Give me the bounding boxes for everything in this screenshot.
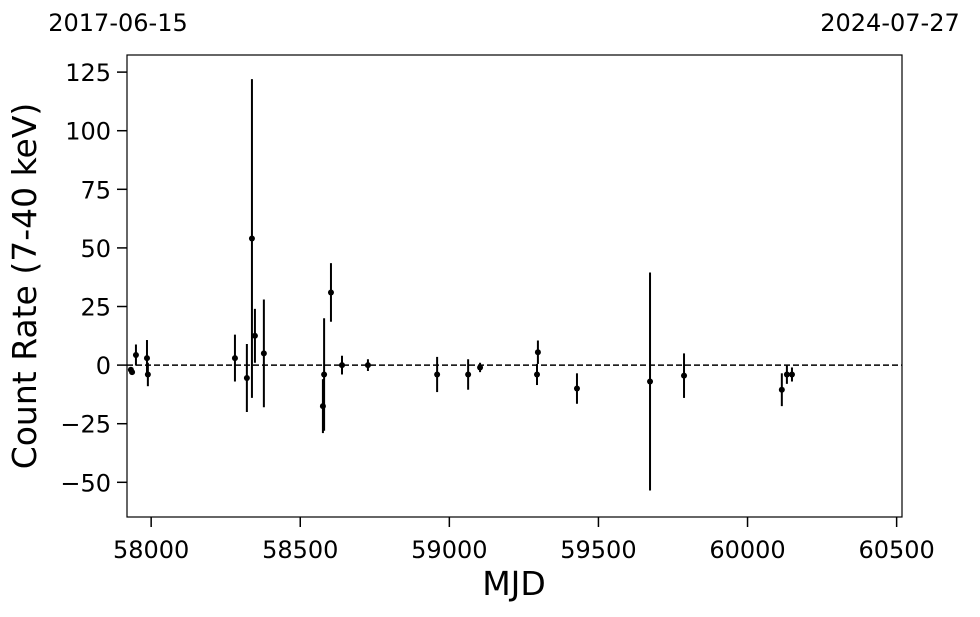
y-tick-label: 50	[80, 235, 111, 263]
data-point	[338, 362, 345, 369]
data-point	[573, 385, 580, 392]
y-tick-label: 100	[65, 118, 111, 146]
y-axis-label: Count Rate (7-40 keV)	[5, 103, 44, 470]
top-date-label: 2017-06-15	[48, 9, 187, 37]
data-point	[231, 355, 238, 362]
x-tick-label: 58000	[113, 536, 189, 564]
y-tick-label: −25	[60, 411, 111, 439]
y-tick-label: 75	[80, 176, 111, 204]
x-tick-label: 58500	[262, 536, 338, 564]
data-point	[129, 369, 136, 376]
x-tick-label: 60000	[709, 536, 785, 564]
x-axis-label: MJD	[482, 564, 546, 603]
data-point	[248, 235, 255, 242]
data-point	[681, 372, 688, 379]
y-tick-label: 0	[96, 352, 111, 380]
y-tick-label: 125	[65, 59, 111, 87]
top-date-label: 2024-07-27	[820, 9, 959, 37]
data-point	[251, 332, 258, 339]
x-tick-label: 59500	[560, 536, 636, 564]
data-point	[778, 386, 785, 393]
plot-frame	[126, 54, 903, 518]
data-point	[364, 362, 371, 369]
data-point	[477, 364, 484, 371]
x-tick-label: 60500	[858, 536, 934, 564]
x-tick-label: 59000	[411, 536, 487, 564]
data-point	[260, 350, 267, 357]
data-point	[783, 371, 790, 378]
y-tick-label: 25	[80, 294, 111, 322]
data-point	[647, 378, 654, 385]
data-point	[143, 355, 150, 362]
data-point	[465, 371, 472, 378]
data-point	[132, 352, 139, 359]
data-point	[434, 371, 441, 378]
y-tick-label: −50	[60, 469, 111, 497]
data-point	[327, 289, 334, 296]
data-point	[144, 371, 151, 378]
data-point	[788, 371, 795, 378]
data-point	[321, 371, 328, 378]
data-point	[534, 371, 541, 378]
data-point	[534, 349, 541, 356]
data-point	[243, 375, 250, 382]
